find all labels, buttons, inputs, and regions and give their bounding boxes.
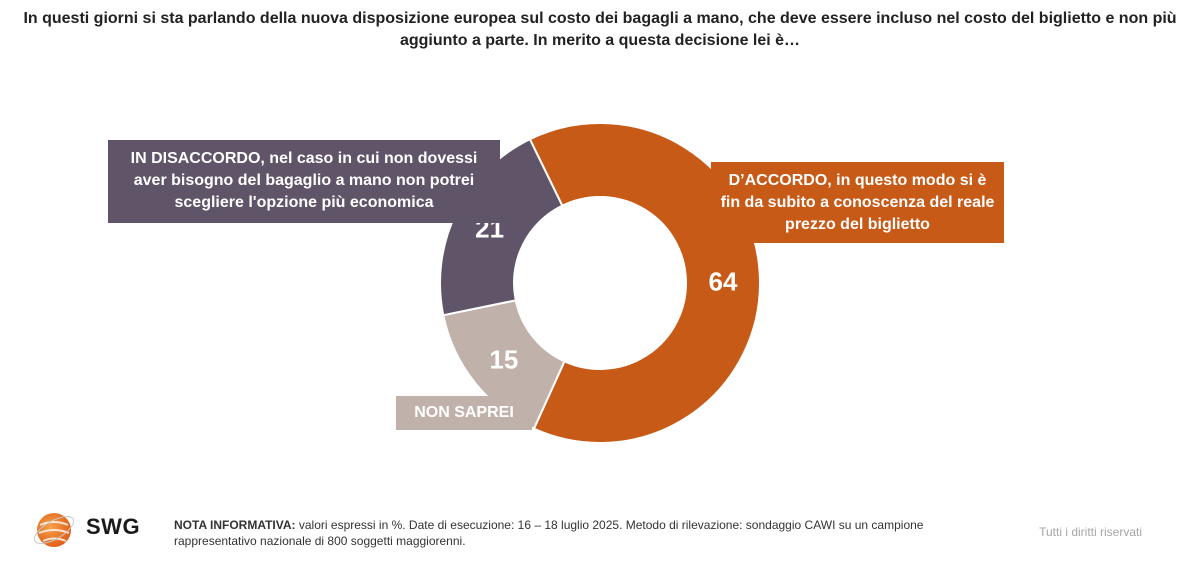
callout-unsure: NON SAPREI	[396, 396, 532, 430]
rights-text: Tutti i diritti riservati	[1039, 525, 1142, 539]
footnote-label: NOTA INFORMATIVA:	[174, 518, 296, 532]
slice-agree	[528, 122, 761, 444]
callout-disagree: IN DISACCORDO, nel caso in cui non doves…	[108, 140, 500, 223]
brand-name: SWG	[86, 514, 141, 539]
value-label-agree: 64	[709, 266, 738, 296]
swg-logo-icon	[34, 513, 75, 547]
chart-title: In questi giorni si sta parlando della n…	[23, 10, 1177, 49]
footnote-text: valori espressi in %. Date di esecuzione…	[174, 518, 924, 548]
footnote: NOTA INFORMATIVA: valori espressi in %. …	[174, 517, 994, 549]
callout-agree: D’ACCORDO, in questo modo si è fin da su…	[711, 162, 1004, 243]
value-label-unsure: 15	[489, 345, 518, 375]
slice-disagree	[439, 137, 564, 317]
